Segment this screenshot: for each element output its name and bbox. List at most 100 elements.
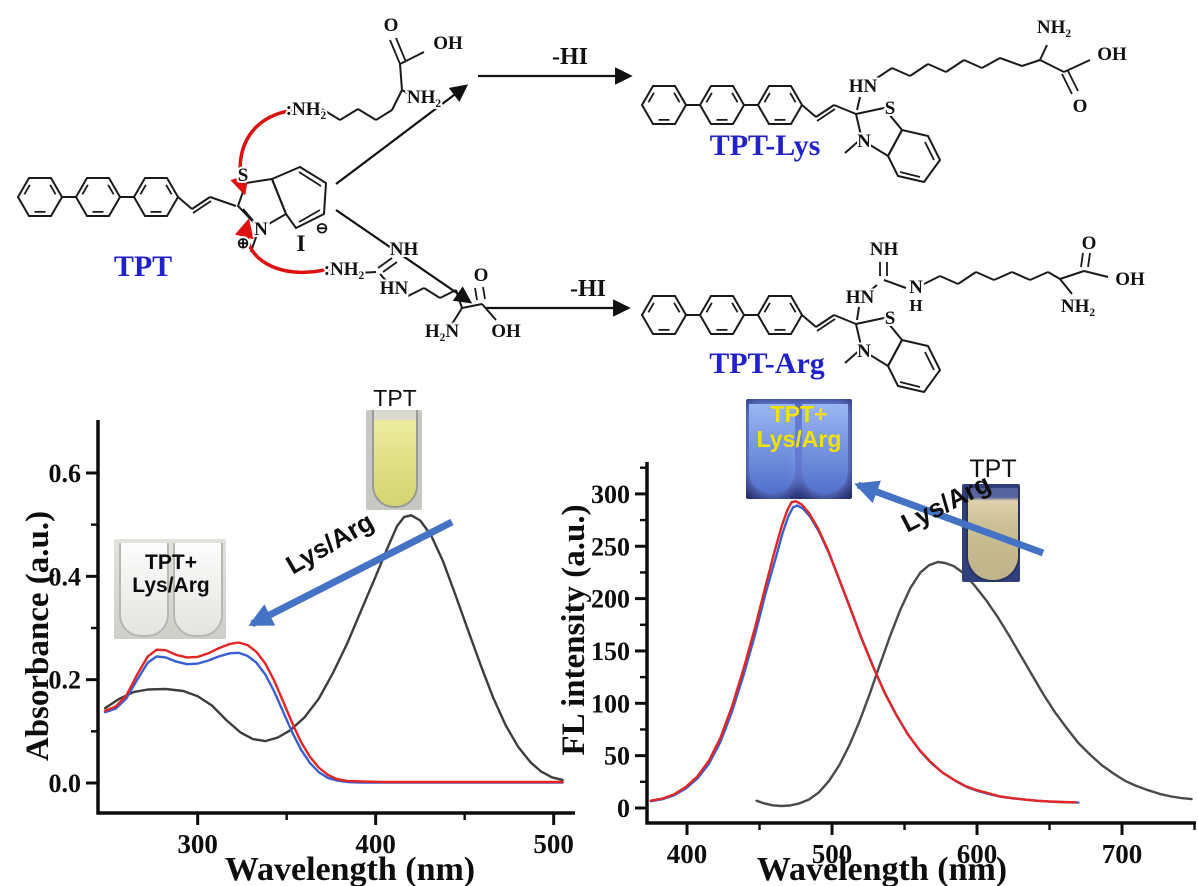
- tptlys-s: S: [885, 98, 896, 119]
- bond: [981, 57, 1001, 69]
- inner-double-bond: [705, 302, 713, 313]
- y-tick-label: 100: [591, 689, 630, 718]
- reaction-arrow: [335, 209, 473, 304]
- series-tpt-lys-arg-red-: [103, 641, 564, 784]
- y-tick-label: 0.0: [49, 769, 82, 798]
- tptlys-oh: OH: [1097, 44, 1127, 65]
- bond: [883, 279, 907, 289]
- tptarg-hn: HN: [846, 287, 875, 308]
- benzene-ring: [16, 176, 64, 218]
- bond: [909, 63, 929, 77]
- bond: [833, 314, 857, 325]
- inner-double-bond: [23, 184, 31, 195]
- abs-cuvettes-label: TPT+ Lys/Arg: [118, 551, 224, 597]
- cuvette-right: [173, 543, 223, 637]
- bond: [801, 314, 817, 328]
- bond: [963, 59, 983, 69]
- bond: [1063, 59, 1091, 73]
- arg-hn: HN: [380, 278, 409, 299]
- bond: [957, 271, 977, 285]
- uv-cuvette-left: [749, 404, 795, 494]
- x-tick-label: 400: [667, 839, 708, 869]
- tpt-n: N: [254, 219, 268, 240]
- double-bond: [924, 351, 935, 371]
- bond: [391, 89, 403, 111]
- inner-double-bond: [763, 302, 771, 313]
- bond: [833, 104, 857, 115]
- bond: [923, 275, 941, 285]
- inner-double-bond: [705, 92, 713, 103]
- inner-double-bond: [647, 302, 655, 313]
- y-tick-label: 0.6: [49, 459, 82, 488]
- bond: [891, 67, 911, 77]
- tpt-iodide: I: [297, 231, 306, 256]
- double-bond: [192, 200, 212, 214]
- double-bond: [382, 261, 398, 273]
- tptarg-nh: NH: [870, 239, 899, 260]
- fl-intensity-chart: 0 50 100 150 200 250 300 400 500 600 700 Wavelength…: [556, 462, 1196, 886]
- bond: [357, 108, 377, 121]
- bond: [844, 138, 862, 154]
- double-bond: [924, 141, 935, 161]
- bond: [1059, 278, 1073, 295]
- cuvette-left: [119, 543, 169, 637]
- x-tick-label: 500: [812, 839, 853, 869]
- y-tick-label: 0.2: [49, 666, 82, 695]
- bond: [423, 287, 441, 299]
- tptarg-oh: OH: [1115, 269, 1145, 290]
- axis: [96, 420, 575, 815]
- bond: [815, 314, 835, 328]
- tpt-minus: ⊖: [316, 221, 329, 237]
- y-tick-label: 250: [591, 532, 630, 561]
- curved-mechanism-arrow: [234, 218, 339, 275]
- arg-h2n: H₂N: [425, 321, 459, 342]
- inner-double-bond: [49, 184, 57, 195]
- double-bond: [816, 318, 836, 332]
- bond: [399, 63, 403, 91]
- bond: [1059, 270, 1085, 280]
- tptarg-nh2: NH₂: [1061, 296, 1096, 317]
- arg-o: O: [474, 265, 489, 286]
- bond: [873, 67, 893, 81]
- bond: [856, 96, 861, 111]
- bond: [1011, 271, 1031, 281]
- double-bond: [899, 381, 921, 388]
- abs-cuvettes-photo: [114, 539, 226, 639]
- bond: [844, 348, 862, 364]
- ring: [270, 165, 328, 230]
- bond: [1021, 59, 1041, 67]
- y-tick-label: 0.4: [49, 562, 82, 591]
- bond: [481, 303, 497, 321]
- y-tick-label: 150: [591, 637, 630, 666]
- minus-hi-top: -HI: [552, 44, 588, 70]
- double-bond: [474, 287, 478, 301]
- y-axis-title: Absorbance (a.u.): [20, 511, 56, 761]
- double-bond: [1067, 70, 1079, 92]
- arg-oh: OH: [491, 321, 521, 342]
- inner-double-bond: [165, 184, 173, 195]
- bond: [401, 89, 413, 97]
- bond: [856, 306, 860, 321]
- x-tick-label: 300: [177, 829, 218, 859]
- bond: [945, 59, 965, 73]
- benzene-ring: [640, 294, 688, 336]
- double-bond: [298, 209, 321, 223]
- double-bond: [482, 286, 486, 300]
- inner-double-bond: [139, 184, 147, 195]
- bond: [177, 196, 193, 210]
- inner-double-bond: [763, 92, 771, 103]
- abs-tpt-vial-photo: [366, 410, 422, 510]
- inner-double-bond: [673, 92, 681, 103]
- bond: [399, 51, 425, 65]
- tpt-name: TPT: [114, 250, 172, 283]
- tpt-lys-name: TPT-Lys: [710, 129, 821, 162]
- inner-double-bond: [789, 92, 797, 103]
- bond: [975, 271, 995, 281]
- double-bond: [395, 37, 407, 63]
- abs-cuvettes-label-line1: TPT+: [145, 551, 197, 574]
- tptlys-o: O: [1073, 96, 1088, 117]
- bond: [1083, 270, 1109, 278]
- x-tick-label: 500: [533, 829, 574, 859]
